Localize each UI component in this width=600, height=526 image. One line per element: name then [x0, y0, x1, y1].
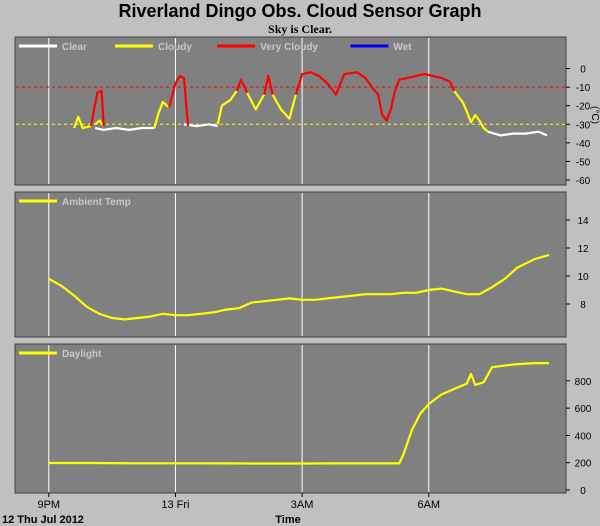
x-axis: 12 Thu Jul 2012 Time 9PM 13 Fri 3AM 6AM	[2, 493, 440, 526]
series-line-daylight	[48, 362, 550, 465]
legend-item: Cloudy	[115, 42, 192, 53]
legend-item: Daylight	[19, 349, 102, 360]
y-tick-label: -30	[576, 120, 591, 131]
y-tick-label: 8	[580, 300, 586, 311]
sky-status: Sky is Clear.	[268, 22, 332, 36]
y-axis-label: (°C)	[589, 106, 600, 124]
x-tick-label: 3AM	[291, 499, 314, 511]
ambient-panel: 14 12 10 8 Ambient Temp	[14, 191, 589, 338]
y-tick-label: 800	[575, 377, 592, 388]
series-line-clear	[94, 126, 155, 131]
y-tick-label: 12	[577, 244, 589, 255]
series-line-cloudy	[153, 100, 170, 129]
cloud-panel: 0 -10 -20 -30 -40 -50 -60 (°C) Clear Cloudy Very C…	[14, 36, 600, 187]
x-axis-label: Time	[275, 514, 300, 526]
series-line-cloudy	[271, 94, 297, 120]
y-tick-label: 200	[575, 459, 592, 470]
y-tick-label: -40	[576, 139, 591, 150]
series-line-very-cloudy	[370, 73, 456, 122]
series-line-cloudy	[73, 115, 92, 130]
series-line-very-cloudy	[263, 74, 274, 95]
series-line-cloudy	[246, 92, 266, 111]
y-tick-label: 0	[580, 65, 586, 76]
series-line-very-cloudy	[89, 89, 105, 127]
legend-item: Ambient Temp	[19, 197, 131, 208]
series-line-very-cloudy	[235, 78, 249, 94]
x-tick-label: 9PM	[37, 499, 60, 511]
legend-item: Wet	[350, 42, 412, 53]
y-tick-label: -20	[576, 102, 591, 113]
legend-label: Daylight	[62, 349, 102, 360]
legend-label: Very Cloudy	[260, 42, 318, 53]
series-line-very-cloudy	[168, 74, 190, 127]
chart-title: Riverland Dingo Obs. Cloud Sensor Graph	[118, 1, 482, 21]
daylight-panel: 800 600 400 200 0 Daylight	[14, 343, 592, 497]
y-tick-label: 600	[575, 404, 592, 415]
series-line-ambient-temp	[48, 253, 550, 321]
legend-label: Ambient Temp	[62, 197, 131, 208]
series-line-cloudy	[216, 90, 238, 125]
y-tick-label: 10	[577, 272, 589, 283]
y-tick-label: 0	[580, 486, 586, 497]
series-line-very-cloudy	[294, 71, 373, 96]
y-tick-label: -60	[576, 176, 591, 187]
legend-item: Very Cloudy	[217, 42, 318, 53]
x-tick-label: 6AM	[417, 499, 440, 511]
y-tick-label: 400	[575, 431, 592, 442]
series-line-cloudy	[453, 90, 489, 133]
legend-label: Wet	[393, 42, 412, 53]
series-line-clear	[487, 130, 548, 137]
x-tick-label: 13 Fri	[161, 499, 189, 511]
legend-label: Clear	[62, 42, 87, 53]
series-line-clear	[183, 123, 218, 128]
series-line-cloudy	[94, 119, 105, 127]
legend-label: Cloudy	[158, 42, 192, 53]
x-axis-date-label: 12 Thu Jul 2012	[2, 514, 84, 526]
legend-item: Clear	[19, 42, 87, 53]
daylight-plot-area	[14, 343, 567, 494]
ambient-plot-area	[14, 191, 567, 338]
y-tick-label: -50	[576, 157, 591, 168]
y-tick-label: -10	[576, 83, 591, 94]
y-tick-label: 14	[577, 216, 589, 227]
